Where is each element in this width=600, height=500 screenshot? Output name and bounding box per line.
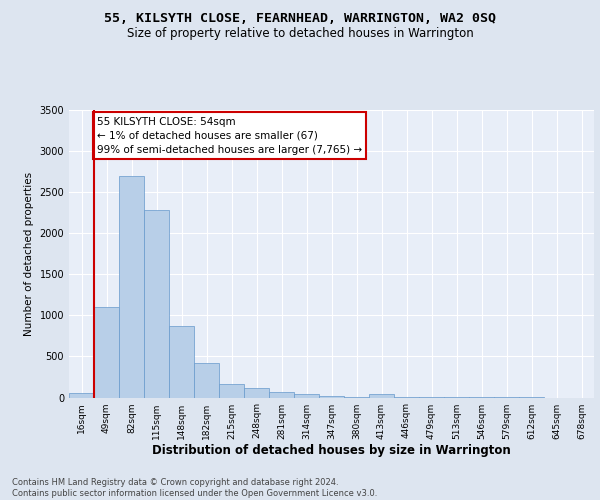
Text: 55, KILSYTH CLOSE, FEARNHEAD, WARRINGTON, WA2 0SQ: 55, KILSYTH CLOSE, FEARNHEAD, WARRINGTON… xyxy=(104,12,496,26)
Text: Contains HM Land Registry data © Crown copyright and database right 2024.
Contai: Contains HM Land Registry data © Crown c… xyxy=(12,478,377,498)
Bar xyxy=(244,388,269,398)
X-axis label: Distribution of detached houses by size in Warrington: Distribution of detached houses by size … xyxy=(152,444,511,458)
Bar xyxy=(394,397,419,398)
Bar xyxy=(69,393,94,398)
Bar xyxy=(169,326,194,398)
Bar xyxy=(294,394,319,398)
Text: 55 KILSYTH CLOSE: 54sqm
← 1% of detached houses are smaller (67)
99% of semi-det: 55 KILSYTH CLOSE: 54sqm ← 1% of detached… xyxy=(97,116,362,154)
Bar xyxy=(344,396,369,398)
Bar xyxy=(369,394,394,398)
Bar xyxy=(119,176,144,398)
Bar xyxy=(269,392,294,398)
Bar xyxy=(219,384,244,398)
Bar xyxy=(194,364,219,398)
Y-axis label: Number of detached properties: Number of detached properties xyxy=(24,172,34,336)
Bar xyxy=(319,396,344,398)
Bar xyxy=(144,210,169,398)
Text: Size of property relative to detached houses in Warrington: Size of property relative to detached ho… xyxy=(127,28,473,40)
Bar xyxy=(94,307,119,398)
